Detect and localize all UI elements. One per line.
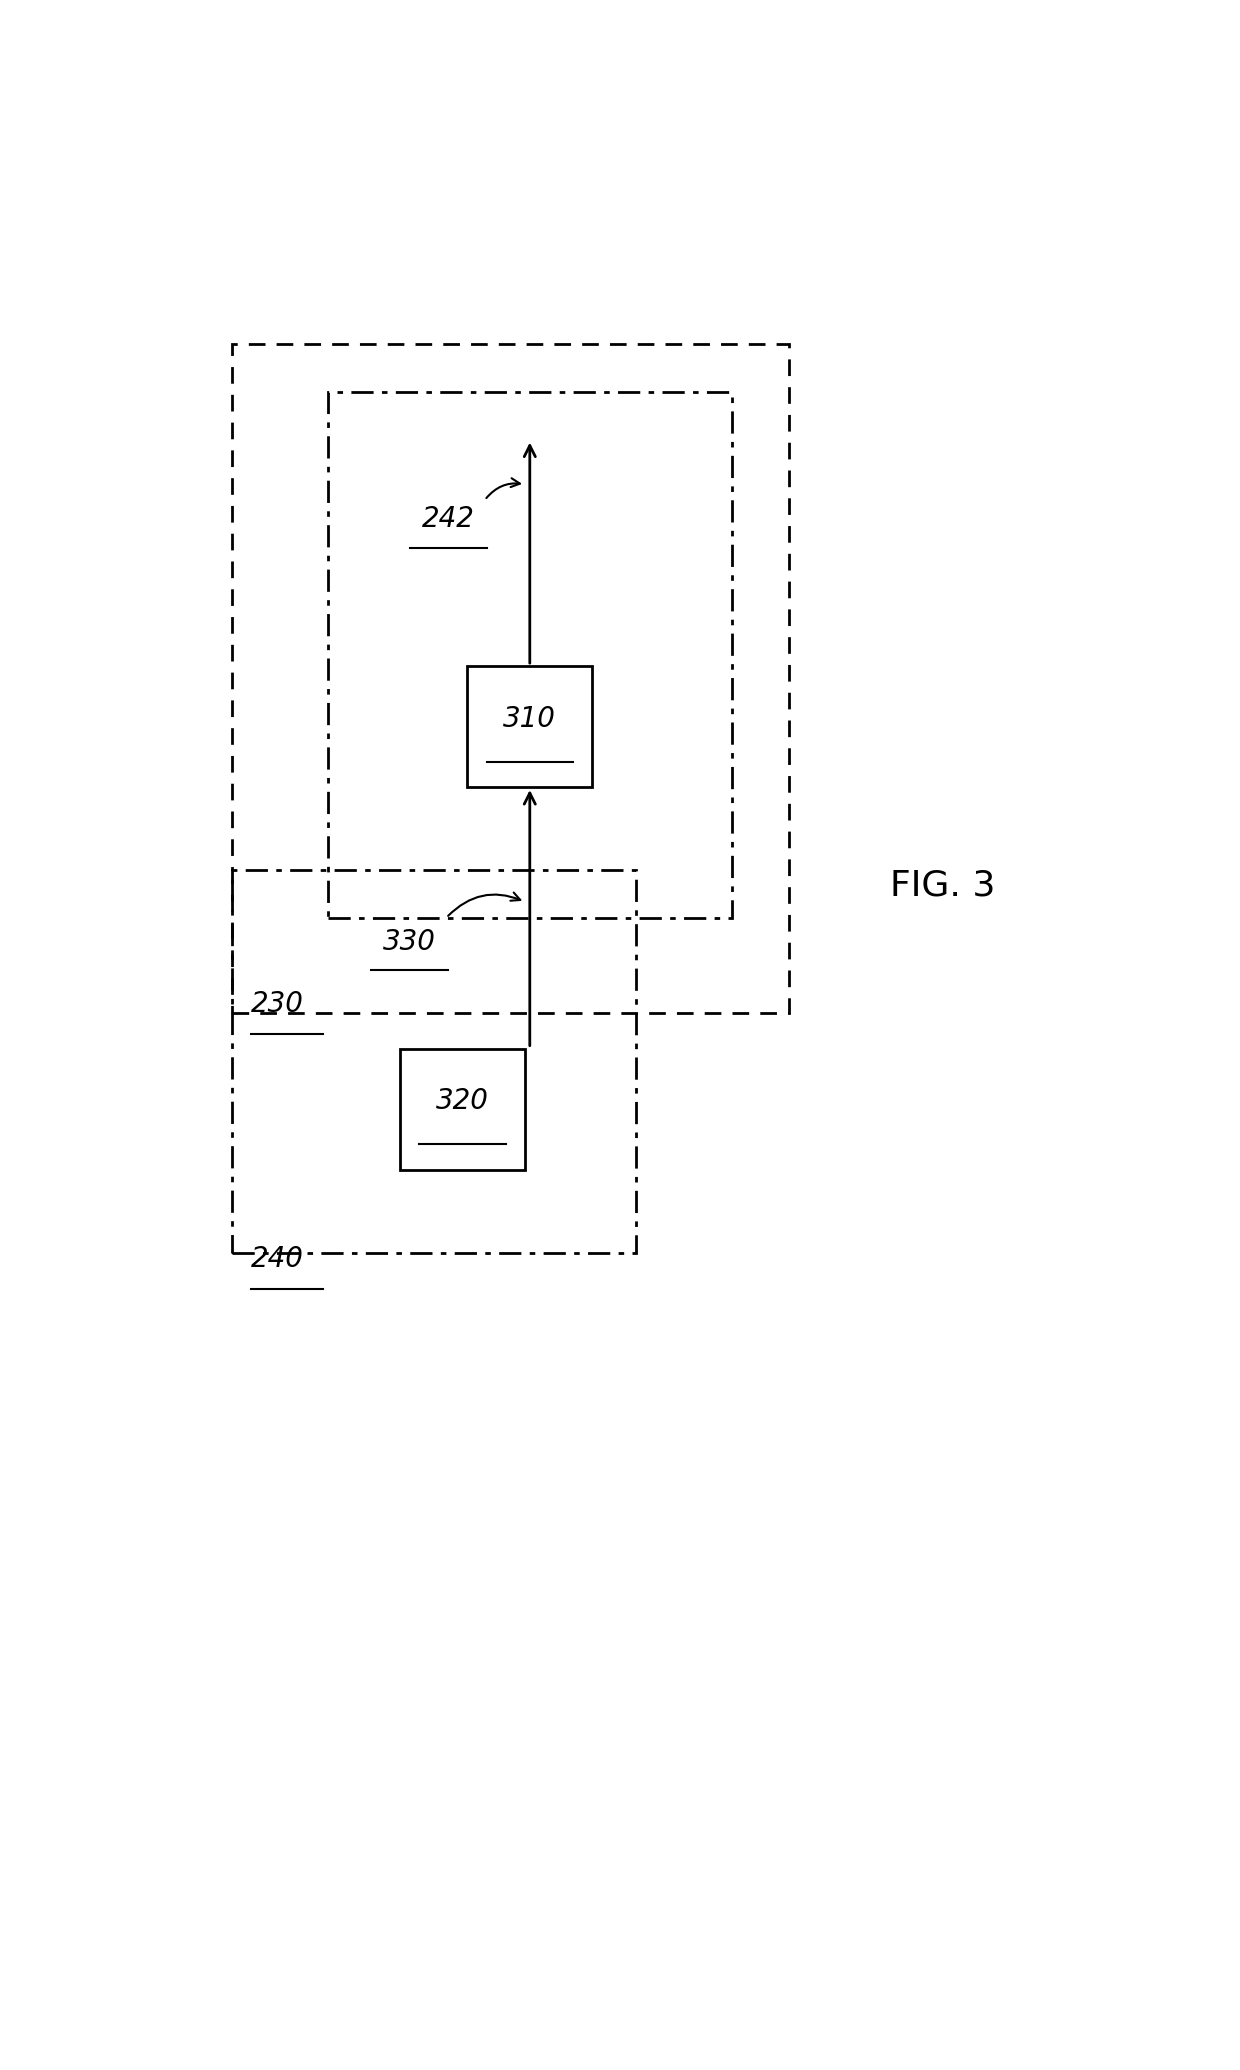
- Text: 310: 310: [503, 704, 557, 733]
- Text: 242: 242: [422, 505, 475, 534]
- Bar: [327, 391, 732, 917]
- Text: 320: 320: [436, 1087, 489, 1116]
- Text: 230: 230: [250, 989, 304, 1018]
- Bar: [232, 344, 789, 1014]
- Bar: [232, 869, 635, 1252]
- Bar: [401, 1049, 525, 1170]
- Bar: [467, 667, 593, 787]
- Text: 240: 240: [250, 1244, 304, 1273]
- Text: FIG. 3: FIG. 3: [890, 869, 996, 903]
- Text: 330: 330: [383, 927, 436, 956]
